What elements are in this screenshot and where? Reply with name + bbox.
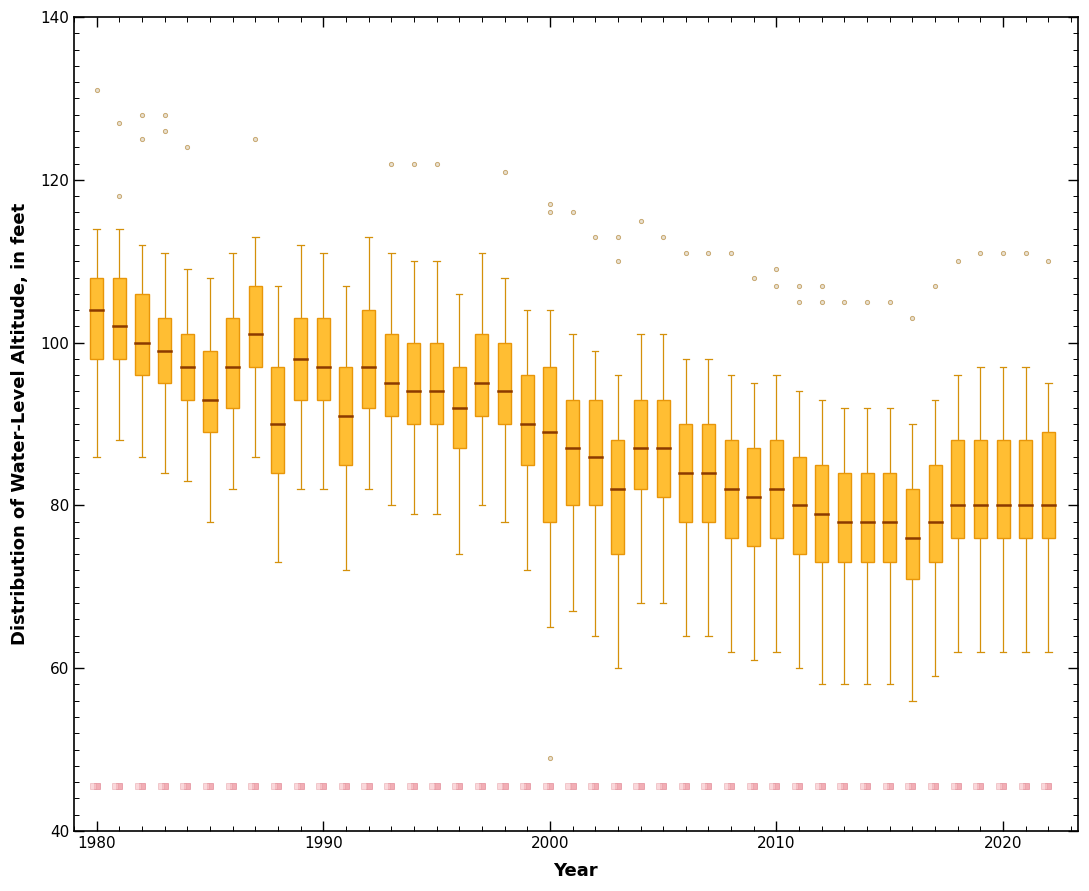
Bar [770, 440, 783, 538]
Bar [566, 399, 579, 505]
Bar [181, 334, 194, 399]
Bar [793, 456, 806, 554]
Y-axis label: Distribution of Water-Level Altitude, in feet: Distribution of Water-Level Altitude, in… [11, 203, 29, 645]
Bar [1042, 432, 1055, 538]
Bar [430, 343, 443, 424]
Bar [634, 399, 647, 489]
Bar [135, 294, 148, 375]
Bar [611, 440, 624, 554]
Bar [294, 318, 307, 399]
Bar [362, 310, 375, 408]
Bar [407, 343, 420, 424]
Bar [680, 424, 693, 521]
Bar [657, 399, 670, 497]
Bar [317, 318, 330, 399]
Bar [453, 367, 466, 448]
Bar [906, 489, 919, 578]
Bar [340, 367, 353, 465]
Bar [860, 473, 873, 562]
Bar [951, 440, 965, 538]
X-axis label: Year: Year [553, 862, 598, 880]
Bar [929, 465, 942, 562]
Bar [90, 277, 103, 359]
Bar [204, 351, 217, 432]
Bar [1019, 440, 1032, 538]
Bar [589, 399, 602, 505]
Bar [816, 465, 829, 562]
Bar [543, 367, 556, 521]
Bar [248, 286, 261, 367]
Bar [702, 424, 715, 521]
Bar [475, 334, 489, 416]
Bar [521, 375, 534, 465]
Bar [271, 367, 284, 473]
Bar [112, 277, 126, 359]
Bar [837, 473, 851, 562]
Bar [996, 440, 1010, 538]
Bar [747, 448, 760, 546]
Bar [724, 440, 737, 538]
Bar [227, 318, 240, 408]
Bar [158, 318, 171, 383]
Bar [498, 343, 511, 424]
Bar [883, 473, 896, 562]
Bar [384, 334, 397, 416]
Bar [974, 440, 987, 538]
